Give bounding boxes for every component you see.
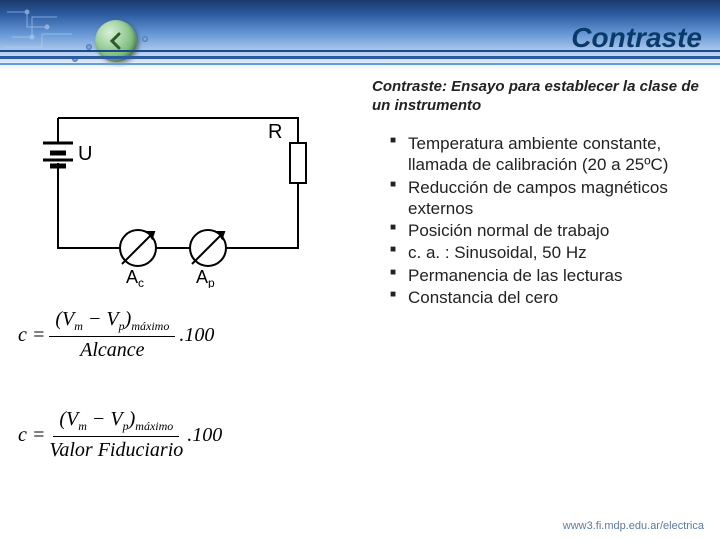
circuit-label-r: R: [268, 121, 282, 143]
slide-header: Contraste: [0, 0, 720, 70]
circuit-label-u: U: [78, 143, 92, 165]
list-item: Permanencia de las lecturas: [390, 265, 705, 286]
slide-title: Contraste: [571, 22, 702, 54]
circuit-label-ac: Ac: [126, 267, 144, 288]
list-item: Posición normal de trabajo: [390, 220, 705, 241]
formula-1: c = (Vm − Vp)máximo Alcance .100: [18, 308, 278, 362]
list-item: c. a. : Sinusoidal, 50 Hz: [390, 242, 705, 263]
chevron-left-icon: [105, 30, 127, 52]
list-item: Temperatura ambiente constante, llamada …: [390, 133, 705, 176]
slide-subtitle: Contraste: Ensayo para establecer la cla…: [372, 78, 702, 116]
circuit-label-ap: Ap: [196, 267, 215, 288]
decorative-circuit-corner: [2, 2, 92, 52]
formula-lhs: c =: [18, 324, 45, 347]
list-item: Reducción de campos magnéticos externos: [390, 177, 705, 220]
footer-url: www3.fi.mdp.edu.ar/electrica: [563, 520, 704, 532]
bullet-list: Temperatura ambiente constante, llamada …: [390, 133, 705, 309]
formula-2: c = (Vm − Vp)máximo Valor Fiduciario .10…: [18, 408, 278, 462]
decorative-dot: [142, 36, 148, 42]
circuit-diagram: U R Ac Ap: [18, 88, 338, 288]
list-item: Constancia del cero: [390, 287, 705, 308]
formula-lhs: c =: [18, 424, 45, 447]
